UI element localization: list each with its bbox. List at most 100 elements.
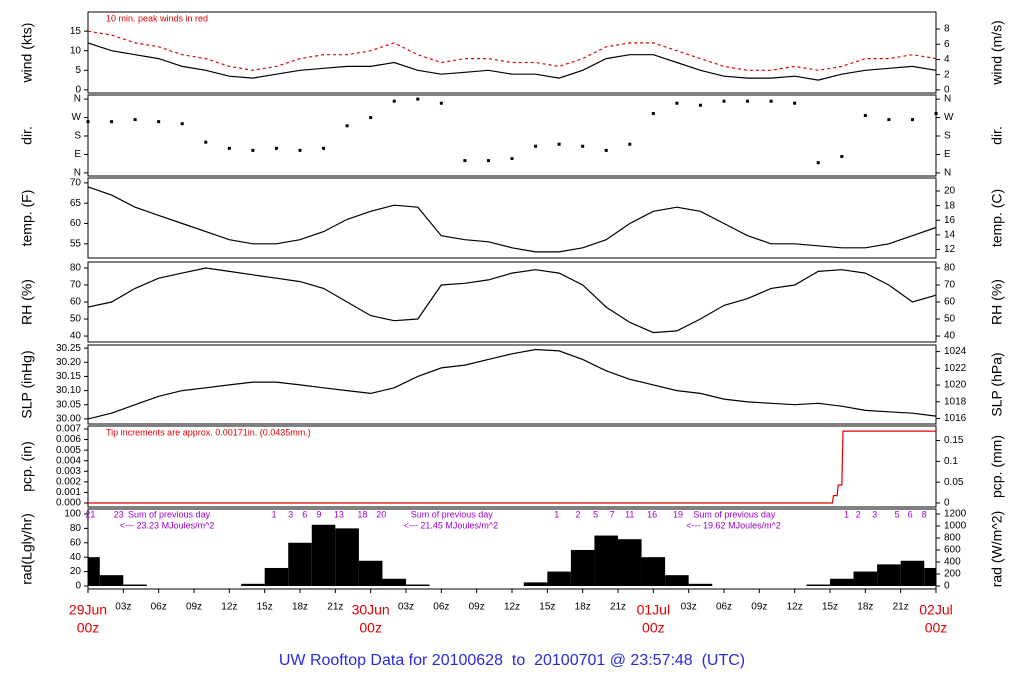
y-axis-label: dir. [19, 126, 35, 145]
x-tick-label: 09z [469, 602, 485, 613]
y-tick-label: 0.006 [56, 434, 81, 445]
hour-mark: 13 [334, 509, 344, 519]
y-tick-label: 40 [70, 331, 82, 342]
y-tick-label: S [74, 131, 81, 142]
dir-point [204, 140, 208, 144]
y2-tick-label: 0.05 [944, 477, 964, 488]
dir-point [180, 122, 184, 126]
y-tick-label: 0.002 [56, 476, 81, 487]
x-tick-label: 12z [221, 602, 237, 613]
dir-point [910, 118, 914, 122]
y-tick-label: 0.007 [56, 424, 81, 435]
dir-point [793, 101, 797, 105]
hour-mark: 8 [922, 509, 927, 519]
series-line [87, 30, 937, 71]
rad-bar [853, 571, 878, 586]
y2-tick-label: N [944, 94, 951, 105]
dir-point [416, 97, 420, 101]
dir-point [251, 148, 255, 152]
dir-point [769, 99, 773, 103]
panel-frame [87, 508, 937, 590]
rad-bar [570, 549, 595, 586]
y-tick-label: 0.000 [56, 498, 81, 509]
x-tick-label: 03z [115, 602, 131, 613]
radiation-sum: Sum of previous day [693, 509, 776, 519]
y-tick-label: 65 [70, 198, 82, 209]
y-tick-label: 0.001 [56, 487, 81, 498]
y-tick-label: E [74, 149, 81, 160]
rad-bar [88, 557, 100, 586]
y-tick-label: N [74, 94, 81, 105]
y2-tick-label: 14 [944, 229, 956, 240]
y2-tick-label: 1000 [944, 521, 967, 532]
y2-tick-label: W [944, 112, 954, 123]
panel-frame [87, 261, 937, 343]
y2-tick-label: 8 [944, 24, 950, 35]
x-tick-label: 06z [433, 602, 449, 613]
series-line [88, 430, 936, 504]
y-tick-label: 30.25 [56, 343, 81, 354]
chart-title: UW Rooftop Data for 20100628 to 20100701… [279, 652, 745, 669]
y-axis-label: RH (%) [19, 279, 35, 325]
y2-axis-label: temp. (C) [989, 189, 1005, 247]
radiation-sum: <--- 23.23 MJoules/m^2 [120, 520, 215, 530]
y2-tick-label: 50 [944, 314, 956, 325]
date-label: 02Jul [919, 602, 952, 618]
y-tick-label: 60 [70, 218, 82, 229]
x-tick-label: 03z [681, 602, 697, 613]
rad-bar [665, 575, 689, 586]
hour-mark: 19 [673, 509, 683, 519]
x-tick-label: 09z [186, 602, 202, 613]
series-line [87, 186, 937, 253]
x-tick-label: 00z [77, 620, 100, 636]
x-tick-label: 12z [504, 602, 520, 613]
y-tick-label: 0.005 [56, 445, 81, 456]
dir-point [227, 146, 231, 150]
y2-tick-label: 1200 [944, 509, 967, 520]
y-axis-label: pcp. (in) [19, 441, 35, 492]
y-tick-label: 30.10 [56, 385, 81, 396]
y-axis-label: rad(Lgly/hr) [19, 513, 35, 585]
dir-point [722, 99, 726, 103]
y2-tick-label: 1020 [944, 380, 967, 391]
y2-tick-label: 6 [944, 39, 950, 50]
panel: pcp. (in) pcp. (mm)0.0000.0010.0020.0030.… [19, 424, 1005, 509]
x-tick-label: 06z [716, 602, 732, 613]
hour-mark: 1 [554, 509, 559, 519]
dir-point [110, 120, 114, 124]
rad-bar [830, 578, 854, 586]
y2-tick-label: 0.1 [944, 456, 958, 467]
panel: rad(Lgly/hr) rad (W/m^2)02040608010002004… [19, 508, 1005, 669]
panel-frame [87, 344, 937, 425]
rad-bar [311, 524, 336, 586]
x-tick-label: 21z [327, 602, 343, 613]
y2-tick-label: 600 [944, 545, 961, 556]
y2-tick-label: 200 [944, 569, 961, 580]
dir-point [345, 124, 349, 128]
y-tick-label: 80 [70, 263, 82, 274]
dir-point [157, 120, 161, 124]
rad-bar [123, 584, 147, 586]
rad-bar [877, 564, 901, 586]
dir-point [651, 111, 655, 115]
y2-tick-label: 70 [944, 280, 956, 291]
y-axis-label: wind (kts) [19, 23, 35, 84]
x-tick-label: 18z [857, 602, 873, 613]
x-tick-label: 15z [539, 602, 555, 613]
rad-bar [241, 583, 265, 586]
dir-point [816, 161, 820, 165]
rad-bar [594, 535, 618, 586]
y-tick-label: 30.15 [56, 371, 81, 382]
y-tick-label: 100 [64, 509, 81, 520]
y2-axis-label: wind (m/s) [989, 20, 1005, 86]
y-tick-label: 30.20 [56, 357, 81, 368]
y2-tick-label: 12 [944, 244, 956, 255]
y-tick-label: 70 [70, 178, 82, 189]
y-tick-label: 55 [70, 238, 82, 249]
y2-tick-label: 20 [944, 186, 956, 197]
y2-tick-label: 1022 [944, 363, 967, 374]
y-tick-label: 15 [70, 26, 82, 37]
hour-mark: 2 [575, 509, 580, 519]
dir-point [887, 118, 891, 122]
